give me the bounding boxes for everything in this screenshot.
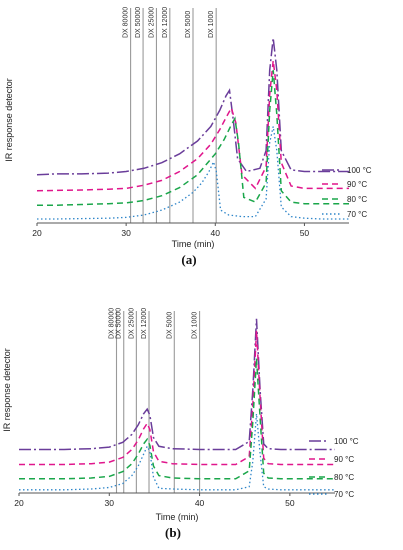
chart-panel-a: DX 80000 DX 50000 DX 25000 DX 12000 DX 5000 D…	[4, 7, 372, 267]
series-line-2	[19, 358, 335, 480]
series-line-2	[37, 70, 349, 207]
x-tick-label-0: 20	[32, 228, 42, 238]
series-line-3	[37, 126, 349, 220]
series-line-3	[19, 413, 335, 491]
y-axis-label: IR response detector	[2, 348, 12, 432]
standard-label-5: DX 1000	[208, 11, 215, 38]
x-tick-label-1: 30	[105, 498, 115, 508]
panel-label: (a)	[181, 252, 196, 267]
legend-label-3: 70 °C	[334, 490, 354, 499]
x-axis-label: Time (min)	[156, 512, 199, 522]
standard-label-0: DX 80000	[109, 308, 116, 339]
series-line-0	[19, 318, 335, 451]
standard-label-4: DX 5000	[185, 11, 192, 38]
x-tick-label-2: 40	[211, 228, 221, 238]
legend-label-2: 80 °C	[334, 473, 354, 482]
legend-label-1: 90 °C	[347, 180, 367, 189]
series-line-1	[19, 330, 335, 466]
panel-label: (b)	[165, 525, 181, 540]
standard-label-3: DX 12000	[162, 7, 169, 38]
standard-label-5: DX 1000	[192, 312, 199, 339]
standard-label-1: DX 50000	[135, 7, 142, 38]
series-line-0	[36, 37, 349, 176]
standard-label-0: DX 80000	[123, 7, 130, 38]
x-tick-label-2: 40	[195, 498, 205, 508]
x-axis-label: Time (min)	[172, 239, 215, 249]
standard-label-2: DX 25000	[128, 308, 135, 339]
chart-panel-b: DX 80000 DX 50000 DX 25000 DX 12000 DX 5000 D…	[2, 308, 359, 540]
x-tick-label-1: 30	[121, 228, 131, 238]
standard-label-3: DX 12000	[141, 308, 148, 339]
x-tick-label-0: 20	[14, 498, 24, 508]
legend-label-3: 70 °C	[347, 210, 367, 219]
x-tick-label-3: 50	[300, 228, 310, 238]
y-axis-label: IR response detector	[4, 78, 14, 162]
x-tick-label-3: 50	[285, 498, 295, 508]
legend-label-1: 90 °C	[334, 455, 354, 464]
standard-label-1: DX 50000	[116, 308, 123, 339]
legend-label-2: 80 °C	[347, 195, 367, 204]
legend-label-0: 100 °C	[334, 437, 359, 446]
legend-label-0: 100 °C	[347, 166, 372, 175]
standard-label-2: DX 25000	[148, 7, 155, 38]
standard-label-4: DX 5000	[166, 312, 173, 339]
